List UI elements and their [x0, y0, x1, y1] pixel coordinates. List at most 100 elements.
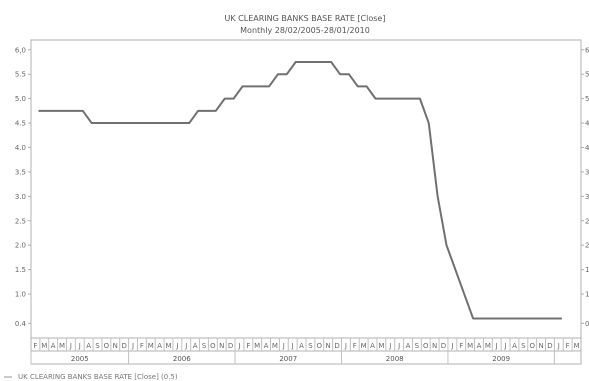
- month-label: O: [210, 342, 216, 350]
- y-tick-label-left: 5.0: [15, 95, 26, 103]
- y-tick-label-right: 3: [585, 168, 589, 176]
- month-label: F: [246, 342, 250, 350]
- y-tick-label-right: 5: [585, 71, 589, 79]
- month-label: A: [477, 342, 482, 350]
- y-axis-right: 6 5 5 4 4 3 3 2 2 1 1 0: [581, 46, 589, 328]
- y-tick-label-left: 1.0: [15, 291, 26, 299]
- month-label: A: [370, 342, 375, 350]
- month-label: N: [538, 342, 543, 350]
- month-label: J: [495, 342, 498, 350]
- month-label: J: [291, 342, 294, 350]
- month-label: A: [193, 342, 198, 350]
- y-tick-label-right: 4: [585, 120, 589, 128]
- y-tick-label-left: 3.0: [15, 193, 26, 201]
- month-label: M: [485, 342, 491, 350]
- y-tick-label-left: 2.0: [15, 242, 26, 250]
- month-label: O: [529, 342, 535, 350]
- y-tick-label-right: 5: [585, 95, 589, 103]
- month-label: J: [450, 342, 453, 350]
- y-tick-label-left: 6,0: [15, 46, 26, 54]
- month-label: J: [557, 342, 560, 350]
- month-label: O: [423, 342, 429, 350]
- month-label: N: [113, 342, 118, 350]
- month-label: J: [388, 342, 391, 350]
- month-label: M: [378, 342, 384, 350]
- y-tick-label-right: 3: [585, 193, 589, 201]
- month-label: D: [441, 342, 446, 350]
- month-label: A: [51, 342, 56, 350]
- y-tick-label-right: 0: [585, 320, 589, 328]
- y-tick-label-left: 2.5: [15, 217, 26, 225]
- year-label: 2005: [71, 355, 89, 363]
- month-label: F: [353, 342, 357, 350]
- month-label: S: [202, 342, 207, 350]
- month-label: S: [95, 342, 100, 350]
- month-label: M: [361, 342, 367, 350]
- x-axis-years: 2005 2006 2007 2008 2009: [30, 351, 555, 364]
- year-label: 2009: [492, 355, 510, 363]
- month-label: A: [512, 342, 517, 350]
- month-label: J: [504, 342, 507, 350]
- month-label: A: [264, 342, 269, 350]
- month-label: O: [104, 342, 110, 350]
- month-label: S: [415, 342, 420, 350]
- month-label: M: [272, 342, 278, 350]
- plot-area-frame: [30, 39, 582, 339]
- month-label: O: [317, 342, 323, 350]
- month-label: F: [566, 342, 570, 350]
- month-label: J: [69, 342, 72, 350]
- month-label: F: [140, 342, 144, 350]
- month-label: N: [326, 342, 331, 350]
- month-label: M: [467, 342, 473, 350]
- y-tick-label-left: 4.5: [15, 120, 26, 128]
- month-label: M: [148, 342, 154, 350]
- month-label: D: [228, 342, 233, 350]
- month-label: J: [344, 342, 347, 350]
- y-tick-label-left: 4.0: [15, 144, 26, 152]
- chart-subtitle: Monthly 28/02/2005-28/01/2010: [240, 26, 370, 35]
- month-label: A: [406, 342, 411, 350]
- month-label: D: [547, 342, 552, 350]
- y-tick-label-left: 5.5: [15, 71, 26, 79]
- year-label: 2007: [279, 355, 297, 363]
- y-tick-label-right: 2: [585, 217, 589, 225]
- month-label: M: [59, 342, 65, 350]
- month-label: F: [33, 342, 37, 350]
- year-label: 2006: [173, 355, 191, 363]
- chart-title: UK CLEARING BANKS BASE RATE [Close]: [225, 14, 386, 23]
- legend: UK CLEARING BANKS BASE RATE [Close] (0.5…: [4, 373, 178, 381]
- month-label: M: [574, 342, 580, 350]
- legend-label: UK CLEARING BANKS BASE RATE [Close] (0.5…: [18, 373, 178, 381]
- y-tick-label-right: 6: [585, 46, 589, 54]
- y-tick-label-right: 4: [585, 144, 589, 152]
- month-label: M: [41, 342, 47, 350]
- month-label: S: [308, 342, 313, 350]
- month-label: D: [334, 342, 339, 350]
- y-tick-label-right: 1: [585, 291, 589, 299]
- year-label: 2008: [386, 355, 404, 363]
- month-label: N: [219, 342, 224, 350]
- month-label: A: [86, 342, 91, 350]
- series-line-base-rate: [38, 60, 562, 320]
- y-tick-label-right: 1: [585, 266, 589, 274]
- month-label: J: [397, 342, 400, 350]
- month-label: A: [299, 342, 304, 350]
- month-label: F: [459, 342, 463, 350]
- month-label: J: [131, 342, 134, 350]
- month-label: J: [237, 342, 240, 350]
- month-label: J: [184, 342, 187, 350]
- month-label: A: [157, 342, 162, 350]
- month-label: M: [254, 342, 260, 350]
- month-label: S: [521, 342, 526, 350]
- y-axis-left: 6,0 5.5 5.0 4.5 4.0 3.5 3.0 2.5 2.0 1.5 1.0 0.4: [15, 46, 31, 328]
- month-label: D: [121, 342, 126, 350]
- month-label: J: [78, 342, 81, 350]
- month-label: M: [165, 342, 171, 350]
- y-tick-label-right: 2: [585, 242, 589, 250]
- y-tick-label-left: 1.5: [15, 266, 26, 274]
- y-tick-label-left: 0.4: [15, 320, 27, 328]
- month-label: J: [282, 342, 285, 350]
- month-label: J: [175, 342, 178, 350]
